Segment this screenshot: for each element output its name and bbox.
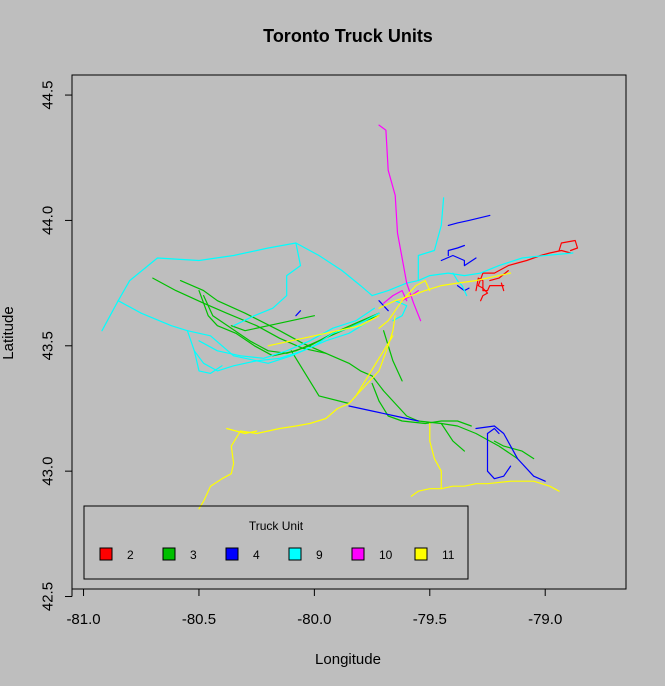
legend-title: Truck Unit: [249, 519, 304, 533]
series-unit-4-track-7: [447, 214, 491, 226]
legend-box: [83, 505, 469, 580]
series-unit-3-track-9: [493, 440, 535, 460]
series-unit-9-track-8: [417, 197, 445, 282]
chart-title: Toronto Truck Units: [263, 26, 433, 46]
legend-swatch: [162, 547, 176, 561]
plot-frame: [71, 74, 627, 590]
legend-label: 10: [379, 548, 393, 562]
series-unit-3-track-3: [198, 290, 380, 357]
y-axis: 42.5 43.0 43.5 44.0 44.5: [39, 80, 73, 611]
legend-swatch: [225, 547, 239, 561]
series-unit-11-track-2: [226, 427, 258, 435]
series-unit-3-track-1: [179, 280, 519, 460]
series-unit-3: [152, 277, 535, 460]
series-unit-9-track-9: [452, 272, 468, 297]
series-unit-11-track-6: [378, 272, 512, 309]
series-unit-9-track-4: [186, 320, 371, 372]
series-unit-4-track-10: [295, 310, 302, 317]
x-tick-label: -80.5: [182, 611, 216, 628]
series-unit-3-track-4: [203, 295, 380, 354]
series-unit-11-track-9: [267, 315, 380, 347]
x-tick-label: -81.0: [66, 611, 100, 628]
legend-swatch: [99, 547, 113, 561]
series-unit-3-track-10: [383, 330, 403, 382]
series-unit-11-track-7: [378, 295, 408, 329]
x-axis-label: Longitude: [315, 651, 381, 668]
y-tick-label: 44.0: [40, 206, 57, 235]
legend-label: 2: [127, 548, 134, 562]
legend-label: 3: [190, 548, 197, 562]
y-tick-label: 44.5: [39, 80, 56, 109]
series-unit-2-track-3: [477, 249, 572, 287]
series-unit-3-track-7: [371, 382, 472, 427]
series-unit-2-track-5: [489, 270, 509, 282]
legend-swatch: [288, 547, 302, 561]
series-unit-11-track-1: [198, 315, 396, 510]
y-axis-label: Latitude: [0, 306, 17, 359]
series-unit-11-track-4: [410, 480, 560, 497]
y-tick-label: 43.0: [40, 457, 57, 486]
series-unit-3-track-5: [230, 315, 315, 332]
series-unit-9-track-6: [198, 307, 375, 359]
series-unit-10-track-2: [383, 290, 408, 304]
y-tick-label: 43.5: [40, 331, 57, 360]
legend-entry-10: 10: [351, 547, 393, 562]
series-unit-11-track-3: [348, 335, 394, 405]
series-unit-11: [198, 272, 560, 510]
legend-entry-3: 3: [162, 547, 197, 562]
series-unit-3-track-6: [290, 350, 350, 405]
series-unit-4-track-4: [486, 427, 500, 435]
series-unit-4-track-6: [447, 244, 465, 257]
series-unit-2-track-4: [558, 239, 579, 252]
legend-label: 11: [442, 548, 455, 562]
series-unit-9-track-3: [233, 242, 302, 327]
series-unit-4-track-1: [348, 405, 419, 422]
legend: Truck Unit 2 3 4 9 10 11: [83, 505, 469, 580]
series-unit-10-track-1: [378, 124, 422, 322]
series-unit-9-track-5: [193, 350, 223, 374]
series-unit-2: [475, 239, 579, 302]
x-tick-label: -80.0: [297, 611, 331, 628]
series-unit-4-track-2: [475, 425, 546, 482]
legend-label: 4: [253, 548, 260, 562]
legend-entries: 2 3 4 9 10 11: [99, 547, 455, 562]
series-unit-11-track-8: [406, 280, 431, 297]
x-axis: -81.0 -80.5 -80.0 -79.5 -79.0: [66, 588, 562, 628]
series-unit-4-track-5: [440, 254, 477, 267]
series-unit-3-track-2: [152, 277, 327, 354]
plot-lines: [101, 124, 579, 510]
legend-entry-2: 2: [99, 547, 134, 562]
legend-swatch: [414, 547, 428, 561]
series-unit-3-track-8: [440, 422, 465, 452]
legend-entry-4: 4: [225, 547, 260, 562]
x-tick-label: -79.0: [528, 611, 562, 628]
series-unit-2-track-6: [500, 282, 505, 292]
series-unit-4-track-3: [486, 432, 512, 480]
series-unit-11-track-5: [429, 422, 442, 490]
series-unit-9-track-7: [371, 252, 574, 297]
x-tick-label: -79.5: [413, 611, 447, 628]
series-unit-9-track-2: [117, 242, 373, 302]
y-tick-label: 42.5: [40, 582, 57, 611]
series-unit-2-track-2: [477, 285, 489, 302]
legend-entry-11: 11: [414, 547, 455, 562]
legend-entry-9: 9: [288, 547, 323, 562]
legend-label: 9: [316, 548, 323, 562]
legend-swatch: [351, 547, 365, 561]
series-unit-9-track-1: [101, 300, 380, 364]
